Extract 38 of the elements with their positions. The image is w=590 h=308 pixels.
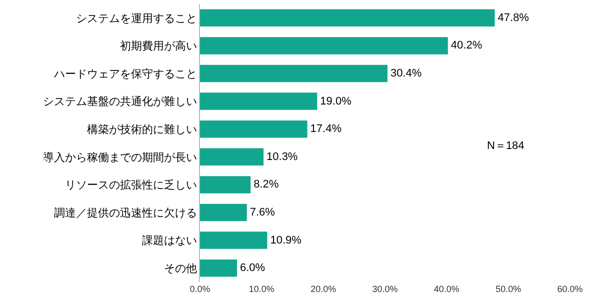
- data-label: 7.6%: [250, 206, 276, 218]
- bar: [200, 120, 308, 138]
- y-tick-label: 初期費用が高い: [120, 40, 197, 53]
- data-label: 10.3%: [266, 150, 298, 163]
- data-label: 47.8%: [498, 12, 530, 24]
- bar: [200, 232, 268, 249]
- annotation: N＝184: [487, 140, 524, 152]
- bar: [200, 92, 318, 110]
- y-tick-label: 導入から稼働までの期間が長い: [42, 150, 197, 164]
- x-tick-label: 20.0%: [310, 284, 336, 294]
- bar: [200, 259, 237, 277]
- y-tick-label: 構築が技術的に難しい: [86, 122, 197, 136]
- bar: [200, 176, 251, 194]
- data-label: 40.2%: [450, 40, 482, 52]
- y-tick-label: 調達／提供の迅速性に欠ける: [54, 206, 197, 220]
- data-label: 19.0%: [320, 95, 352, 108]
- bar: [200, 64, 388, 82]
- y-tick-label: 課題はない: [142, 234, 197, 248]
- bar: [200, 37, 448, 54]
- y-tick-label: リソースの拡張性に乏しい: [64, 178, 197, 192]
- bar: [200, 204, 247, 222]
- y-tick-label: システム基盤の共通化が難しい: [42, 95, 197, 108]
- data-label: 10.9%: [270, 234, 302, 246]
- x-tick-label: 0.0%: [190, 284, 210, 294]
- x-tick-label: 30.0%: [372, 284, 398, 294]
- x-tick-label: 10.0%: [248, 284, 274, 294]
- x-tick-label: 50.0%: [496, 284, 522, 294]
- bar: [200, 148, 264, 166]
- data-label: 17.4%: [310, 123, 342, 136]
- data-label: 6.0%: [240, 262, 266, 274]
- x-tick-label: 40.0%: [434, 284, 460, 294]
- x-tick-label: 60.0%: [557, 284, 583, 294]
- y-tick-label: その他: [164, 262, 197, 275]
- bar: [200, 9, 495, 27]
- y-tick-label: ハードウェアを保守すること: [52, 67, 197, 80]
- y-tick-label: システムを運用すること: [76, 12, 197, 25]
- data-label: 8.2%: [254, 178, 279, 191]
- data-label: 30.4%: [390, 68, 422, 80]
